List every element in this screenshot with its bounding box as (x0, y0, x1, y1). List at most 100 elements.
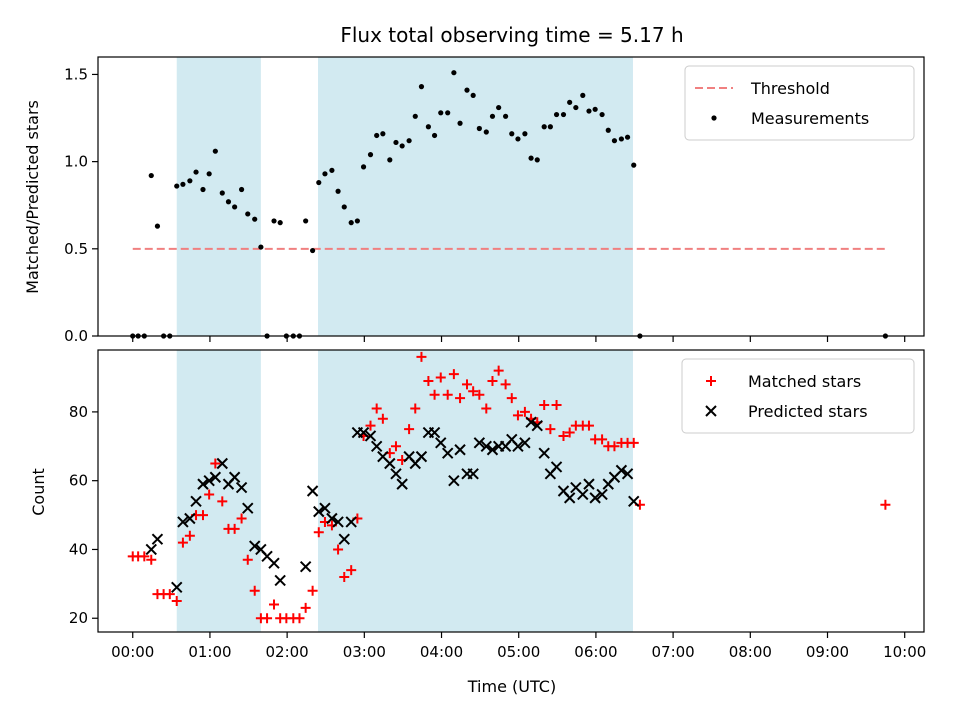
matched-stars-series (127, 351, 891, 624)
count-point-60 (506, 393, 517, 404)
x-tick-label: 05:00 (497, 643, 540, 661)
count-point-29 (357, 426, 370, 439)
count-point-61 (512, 410, 523, 421)
ratio-point-37 (360, 164, 367, 170)
ratio-point-9 (180, 181, 186, 187)
ratio-point-60 (509, 131, 515, 137)
count-point-35 (396, 478, 408, 490)
legend-marker-swatch (706, 376, 716, 386)
ratio-point-8 (174, 183, 180, 189)
ratio-point-70 (573, 104, 579, 111)
count-point-23 (269, 599, 280, 610)
count-point-23 (319, 502, 331, 514)
ratio-point-29 (310, 247, 316, 254)
ratio-point-59 (502, 113, 509, 119)
count-point-19 (274, 574, 286, 587)
count-point-10 (184, 530, 195, 541)
count-point-8 (171, 596, 182, 607)
count-point-34 (390, 468, 402, 480)
count-point-38 (415, 450, 428, 463)
ratio-legend: Threshold Measurements (684, 65, 915, 141)
count-point-51 (448, 369, 459, 380)
count-point-57 (487, 375, 498, 386)
count-point-50 (442, 389, 453, 400)
count-point-31 (370, 440, 383, 453)
ratio-point-45 (412, 113, 418, 119)
x-tick-label: 04:00 (420, 643, 463, 661)
count-point-33 (384, 457, 396, 470)
ratio-point-17 (232, 204, 238, 210)
count-point-3 (171, 581, 183, 594)
count-point-17 (229, 523, 240, 534)
count-point-25 (332, 516, 344, 528)
count-point-9 (209, 471, 222, 483)
count-point-43 (448, 474, 460, 487)
ratio-point-33 (335, 188, 341, 194)
count-point-6 (190, 495, 202, 508)
ratio-point-35 (348, 220, 354, 226)
count-y-axis-label: Count (29, 468, 48, 516)
ratio-point-67 (553, 111, 560, 118)
ratio-point-78 (624, 134, 631, 140)
x-tick-label: 07:00 (651, 643, 694, 661)
count-point-26 (338, 533, 350, 545)
count-point-61 (563, 492, 576, 504)
ratio-point-21 (258, 244, 264, 250)
ratio-point-41 (387, 157, 393, 163)
ratio-y-tick-label: 0.5 (64, 240, 88, 258)
count-point-33 (333, 544, 344, 555)
count-point-8 (203, 474, 215, 487)
count-point-29 (307, 585, 318, 596)
count-point-28 (300, 602, 311, 613)
count-point-66 (596, 488, 608, 501)
ratio-point-14 (212, 148, 218, 154)
ratio-point-54 (470, 92, 476, 98)
ratio-point-23 (271, 218, 277, 224)
count-point-67 (551, 400, 562, 411)
count-point-69 (564, 427, 575, 438)
count-point-39 (371, 403, 382, 414)
ratio-y-tick-label: 1.5 (64, 65, 88, 83)
count-point-71 (628, 495, 640, 508)
legend-entry-label: Threshold (750, 79, 830, 98)
count-point-40 (377, 413, 388, 424)
count-point-47 (473, 437, 486, 449)
count-point-15 (217, 496, 228, 507)
ratio-point-36 (354, 218, 360, 224)
count-point-7 (197, 478, 209, 490)
count-point-12 (197, 510, 208, 521)
ratio-point-72 (586, 108, 592, 114)
count-point-52 (455, 393, 466, 404)
count-point-40 (428, 426, 441, 439)
count-point-55 (474, 389, 485, 400)
count-point-13 (235, 481, 248, 494)
ratio-point-42 (393, 139, 399, 146)
ratio-point-74 (599, 111, 605, 118)
count-point-57 (538, 447, 550, 459)
count-y-tick-label: 80 (69, 403, 88, 421)
x-tick-label: 02:00 (266, 643, 309, 661)
ratio-point-5 (154, 223, 161, 229)
ratio-point-12 (200, 186, 206, 193)
x-tick-label: 03:00 (343, 643, 386, 661)
x-tick-label: 10:00 (883, 643, 926, 661)
count-y-tick-label: 60 (69, 472, 88, 490)
count-point-4 (146, 554, 157, 565)
count-point-45 (410, 403, 421, 414)
ratio-point-55 (476, 125, 482, 132)
ratio-point-38 (367, 152, 374, 158)
ratio-y-tick-label: 1.0 (64, 153, 88, 171)
ratio-point-79 (631, 162, 637, 168)
ratio-point-13 (206, 171, 212, 177)
count-point-42 (390, 441, 401, 452)
count-y-tick-label: 40 (69, 540, 88, 558)
count-point-22 (313, 505, 325, 518)
count-point-19 (242, 554, 253, 565)
count-point-41 (435, 437, 447, 449)
count-point-18 (268, 557, 280, 569)
chart-title: Flux total observing time = 5.17 h (340, 23, 683, 47)
count-point-10 (216, 457, 228, 470)
count-plot-frame (97, 349, 925, 633)
ratio-observing-span-1 (176, 57, 261, 336)
